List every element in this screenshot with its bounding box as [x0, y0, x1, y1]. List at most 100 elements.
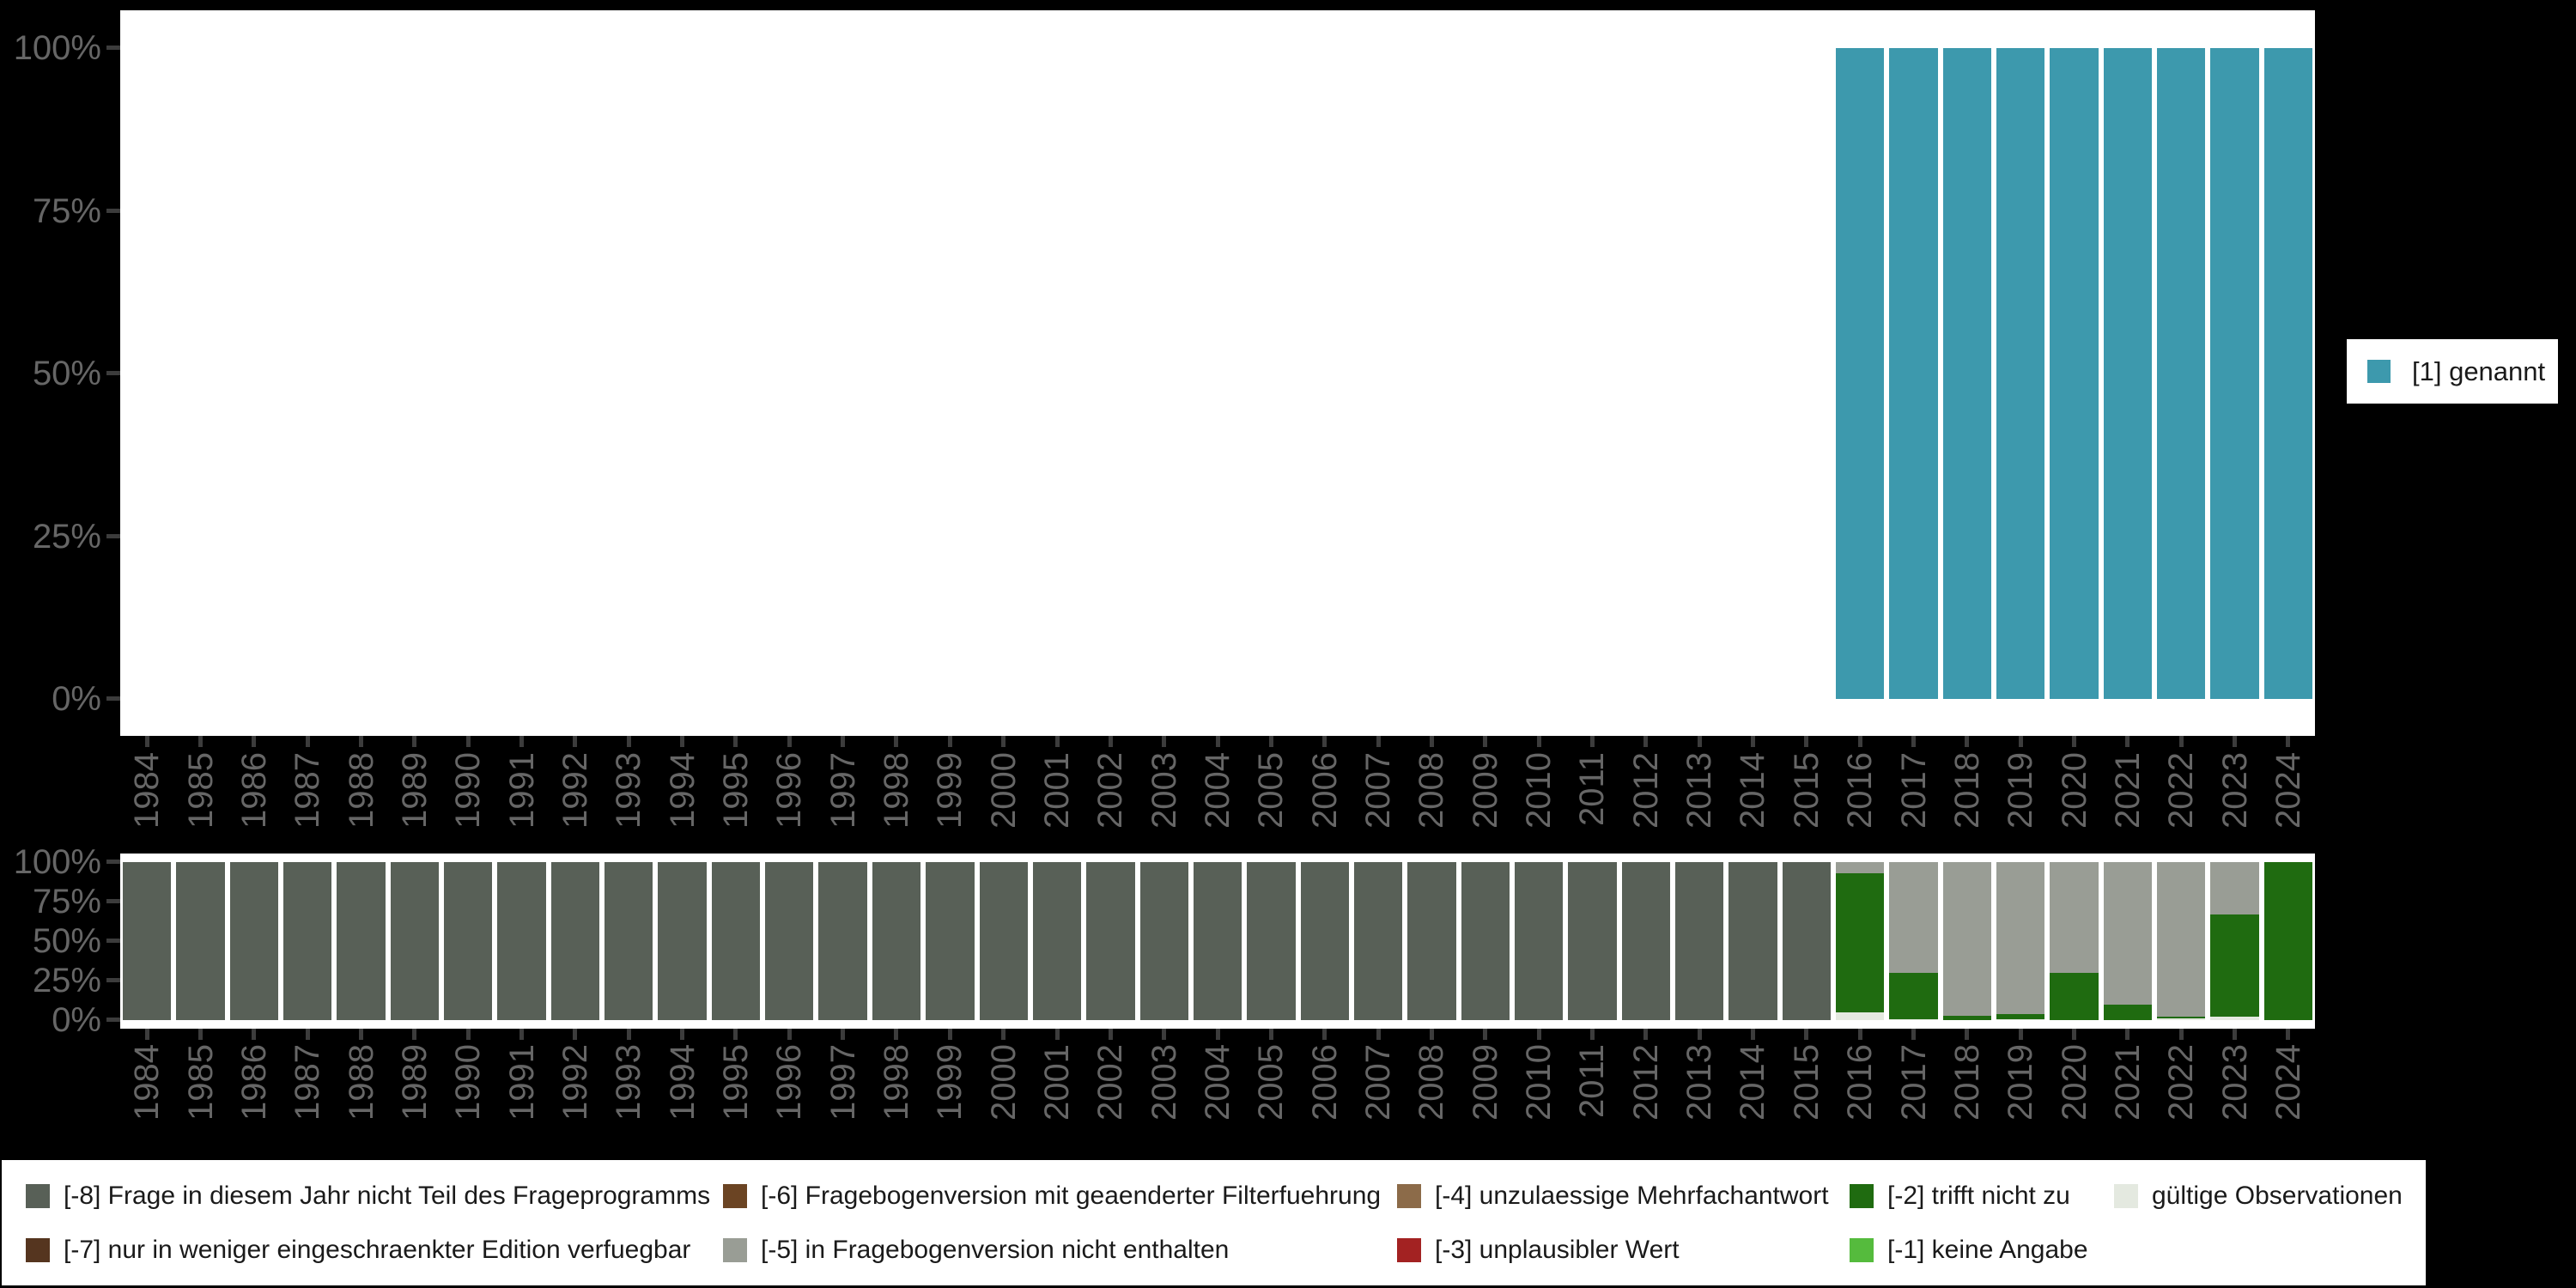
x-label-cell: 2007	[1352, 752, 1405, 848]
x-label-cell: 1992	[549, 1044, 602, 1145]
x-label-cell: 2021	[2101, 1044, 2154, 1145]
x-tick-cell	[1352, 736, 1405, 747]
x-axis-label: 2021	[2108, 1044, 2147, 1121]
bar-segment	[2103, 48, 2153, 699]
x-label-cell: 2016	[1833, 752, 1886, 848]
x-label-cell: 2005	[1244, 1044, 1297, 1145]
x-tick-cell	[549, 1029, 602, 1040]
x-tick-cell	[1352, 1029, 1405, 1040]
bar-2005	[1247, 48, 1295, 699]
x-axis-label: 1987	[289, 752, 327, 829]
bar-1984	[123, 48, 171, 699]
legend-label: [-1] keine Angabe	[1887, 1235, 2088, 1264]
x-tick	[680, 1029, 685, 1040]
bar-segment	[1086, 862, 1135, 1020]
x-label-cell: 1984	[120, 752, 173, 848]
x-axis-label: 2012	[1626, 752, 1665, 829]
x-tick	[1429, 1029, 1434, 1040]
x-tick	[252, 1029, 257, 1040]
legend-swatch	[723, 1183, 747, 1208]
bar-slot-2013	[1673, 48, 1726, 699]
bar-slot-1998	[870, 862, 923, 1020]
bar-slot-1991	[495, 48, 548, 699]
bar-segment	[2210, 914, 2259, 1018]
x-label-cell: 2012	[1619, 752, 1673, 848]
x-label-cell: 2018	[1941, 1044, 1994, 1145]
x-axis-label: 2020	[2055, 752, 2093, 829]
bar-2001	[1033, 48, 1081, 699]
x-tick	[1536, 1029, 1541, 1040]
x-tick	[1054, 736, 1060, 747]
bottom-chart-bars	[120, 862, 2315, 1020]
bar-segment	[2157, 862, 2206, 1018]
x-axis-label: 2024	[2269, 1044, 2307, 1121]
x-tick	[680, 736, 685, 747]
bar-2019	[1996, 862, 2045, 1020]
bar-2004	[1194, 48, 1242, 699]
bar-1995	[711, 862, 761, 1020]
x-tick-cell	[173, 736, 227, 747]
x-axis-label: 2002	[1091, 1044, 1130, 1121]
bar-slot-2007	[1352, 48, 1405, 699]
x-tick-cell	[1833, 1029, 1886, 1040]
bar-slot-1995	[709, 48, 762, 699]
x-label-cell: 1988	[334, 1044, 387, 1145]
x-tick-cell	[1941, 736, 1994, 747]
x-tick-cell	[1191, 736, 1244, 747]
bar-1994	[658, 862, 707, 1020]
y-tick	[106, 208, 120, 213]
x-tick-cell	[1565, 1029, 1619, 1040]
x-tick-cell	[923, 736, 976, 747]
bar-slot-1990	[441, 862, 495, 1020]
top-chart-x-labels: 1984 1985 1986 1987 1988 1989 1990 1991 1992 1993…	[120, 752, 2315, 848]
x-tick-cell	[1191, 1029, 1244, 1040]
legend-swatch	[1397, 1183, 1421, 1208]
bar-segment	[1889, 48, 1938, 699]
x-tick-cell	[1726, 736, 1779, 747]
x-tick	[1322, 736, 1327, 747]
bar-2020	[2050, 48, 2099, 699]
x-label-cell: 1999	[923, 1044, 976, 1145]
bar-slot-2013	[1673, 862, 1726, 1020]
x-tick	[626, 736, 631, 747]
bar-2007	[1353, 862, 1403, 1020]
legend-swatch	[1850, 1183, 1874, 1208]
bar-slot-2009	[1459, 862, 1512, 1020]
bar-slot-2012	[1619, 862, 1673, 1020]
bar-segment	[1942, 1016, 1992, 1020]
x-tick	[1483, 736, 1488, 747]
x-tick-cell	[441, 736, 495, 747]
bar-2020	[2050, 862, 2099, 1020]
bar-slot-1990	[441, 48, 495, 699]
bar-slot-2010	[1512, 48, 1565, 699]
bar-slot-2019	[1994, 862, 2047, 1020]
bar-1997	[818, 48, 866, 699]
bar-slot-2018	[1941, 862, 1994, 1020]
bar-segment	[926, 862, 975, 1020]
bar-2010	[1514, 862, 1564, 1020]
x-axis-label: 1994	[663, 1044, 702, 1121]
x-tick	[947, 736, 952, 747]
bar-slot-1988	[334, 862, 387, 1020]
x-axis-label: 1986	[234, 752, 273, 829]
bar-2006	[1300, 862, 1349, 1020]
top-chart-x-ticks	[120, 736, 2315, 747]
bar-slot-1997	[816, 48, 869, 699]
bar-slot-2020	[2047, 48, 2100, 699]
x-tick	[1804, 736, 1809, 747]
bar-slot-1996	[762, 48, 816, 699]
bar-slot-1994	[655, 862, 708, 1020]
bar-slot-2000	[977, 48, 1030, 699]
x-label-cell: 2019	[1994, 1044, 2047, 1145]
bar-slot-2010	[1512, 862, 1565, 1020]
bar-1988	[337, 862, 386, 1020]
bar-segment	[1996, 48, 2045, 699]
x-axis-label: 2007	[1359, 1044, 1398, 1121]
x-label-cell: 2003	[1138, 1044, 1191, 1145]
bottom-legend: [-8] Frage in diesem Jahr nicht Teil des…	[2, 1160, 2426, 1285]
x-tick-cell	[1565, 736, 1619, 747]
bar-slot-1993	[602, 862, 655, 1020]
x-axis-label: 2002	[1091, 752, 1130, 829]
bar-slot-1984	[120, 862, 173, 1020]
